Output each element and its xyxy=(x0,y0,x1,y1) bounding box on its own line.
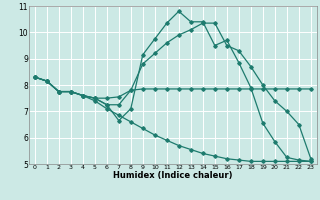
X-axis label: Humidex (Indice chaleur): Humidex (Indice chaleur) xyxy=(113,171,233,180)
